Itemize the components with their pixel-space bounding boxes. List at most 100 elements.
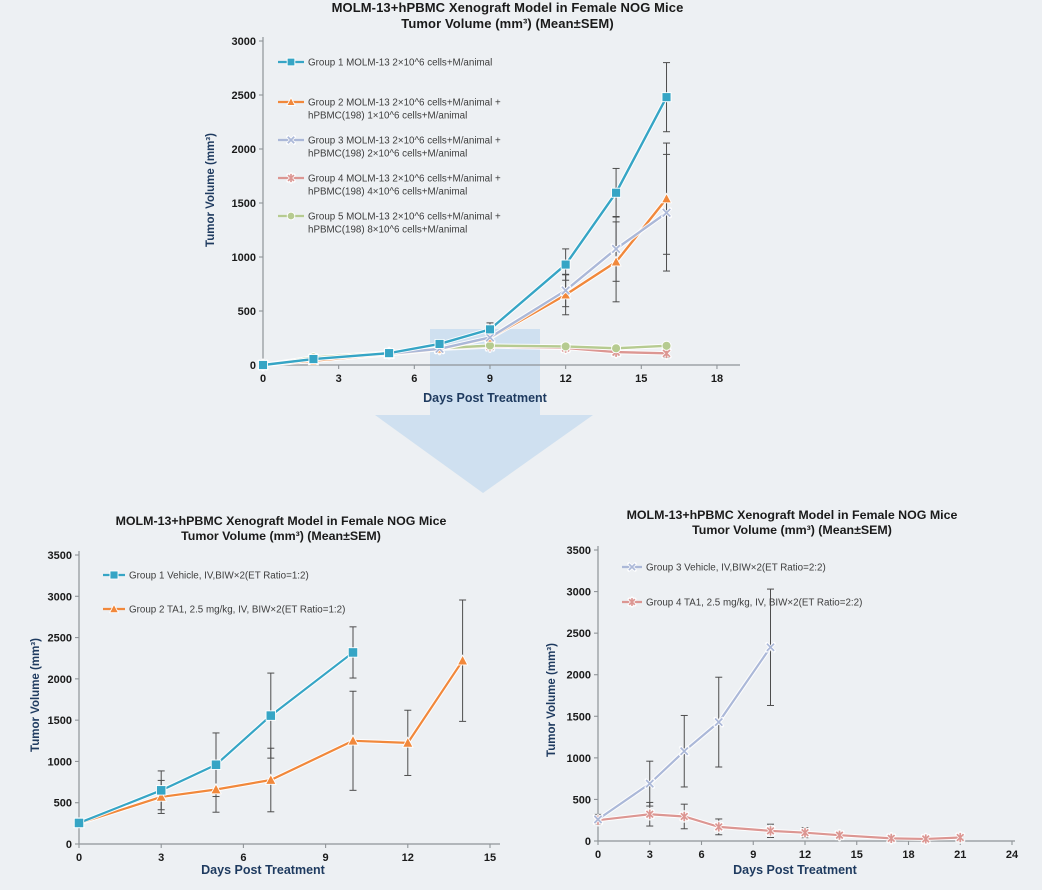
y-tick-label: 3500	[48, 550, 72, 562]
data-point-marker	[485, 333, 495, 342]
data-point-marker	[286, 211, 296, 221]
data-point-marker	[645, 779, 654, 788]
plot-area: 0 3 6 9 12 15 0 500 1000 1500 2000 2500 3000 3500 Grou…	[48, 550, 500, 864]
legend-label: Group 2 MOLM-13 2×10^6 cells+M/animal +	[308, 98, 501, 109]
x-tick-label: 12	[799, 849, 811, 861]
data-point-marker	[714, 717, 723, 727]
legend-label: hPBMC(198) 2×10^6 cells+M/animal	[308, 149, 467, 160]
legend-label: Group 4 MOLM-13 2×10^6 cells+M/animal +	[308, 174, 501, 185]
data-point-marker	[662, 208, 671, 218]
x-tick-label: 6	[240, 852, 246, 864]
y-tick-label: 2000	[48, 674, 72, 686]
y-tick-label: 3000	[48, 591, 72, 603]
y-tick-label: 1500	[48, 715, 72, 727]
data-point-marker	[766, 643, 775, 652]
data-point-marker	[286, 57, 296, 67]
x-tick-label: 6	[411, 373, 417, 385]
plot-area: 0 3 6 9 12 15 18 0 500 1000 1500 2000 2500 3000 Group …	[232, 36, 740, 385]
x-tick-label: 3	[336, 373, 342, 385]
data-point-marker	[210, 783, 222, 795]
y-tick-label: 1500	[232, 198, 256, 210]
x-tick-label: 12	[560, 373, 572, 385]
data-point-marker	[347, 734, 359, 746]
legend-label: hPBMC(198) 8×10^6 cells+M/animal	[308, 225, 467, 236]
data-point-marker	[560, 341, 571, 352]
data-point-marker	[156, 785, 167, 796]
axes: 0 3 6 9 12 15 18 21 24 0 500 1000 1500 2000 2500 3000 35…	[567, 545, 1019, 861]
x-tick-label: 3	[158, 852, 164, 864]
data-point-marker	[347, 647, 359, 658]
data-point-marker	[108, 603, 120, 614]
y-tick-label: 1000	[567, 753, 591, 765]
series-2	[593, 807, 966, 846]
data-point-marker	[73, 817, 85, 829]
data-point-marker	[210, 759, 222, 770]
legend-label: hPBMC(198) 1×10^6 cells+M/animal	[308, 111, 467, 122]
data-point-marker	[593, 815, 603, 824]
x-axis-label: Days Post Treatment	[733, 863, 857, 877]
chart-bottom-right-et-2-2: MOLM-13+hPBMC Xenograft Model in Female …	[530, 505, 1042, 890]
down-arrow-shape	[375, 329, 593, 493]
data-point-marker	[610, 255, 622, 267]
data-point-marker	[155, 790, 168, 802]
x-tick-label: 9	[323, 852, 329, 864]
x-tick-label: 15	[851, 849, 863, 861]
data-point-marker	[560, 259, 571, 270]
x-tick-label: 3	[647, 849, 653, 861]
y-tick-label: 500	[238, 306, 256, 318]
plot-area: 0 3 6 9 12 15 18 21 24 0 500 1000 1500 2000 2500 3000 35…	[567, 545, 1019, 861]
legend: Group 1 MOLM-13 2×10^6 cells+M/animal Gro…	[278, 58, 501, 236]
chart-title-line1: MOLM-13+hPBMC Xenograft Model in Female …	[626, 508, 958, 522]
data-point-marker	[680, 747, 689, 756]
x-tick-label: 15	[484, 852, 496, 864]
data-point-marker	[645, 809, 654, 819]
legend: Group 3 Vehicle, IV,BIW×2(ET Ratio=2:2) G…	[622, 562, 862, 609]
legend-label: Group 3 Vehicle, IV,BIW×2(ET Ratio=2:2)	[646, 563, 826, 574]
y-tick-label: 0	[585, 836, 591, 848]
y-tick-label: 0	[66, 839, 72, 851]
data-point-marker	[680, 811, 689, 822]
x-tick-label: 18	[711, 373, 723, 385]
data-point-marker	[766, 826, 775, 836]
data-point-marker	[401, 736, 414, 748]
chart-title: MOLM-13+hPBMC Xenograft Model in Female …	[26, 514, 536, 544]
axes: 0 3 6 9 12 15 18 0 500 1000 1500 2000 2500 3000	[232, 36, 740, 385]
chart-title-line2: Tumor Volume (mm³) (Mean±SEM)	[181, 529, 381, 543]
x-axis-label: Days Post Treatment	[201, 863, 325, 877]
data-point-marker	[287, 136, 295, 144]
data-point-marker	[485, 324, 495, 335]
data-point-marker	[611, 187, 622, 198]
data-point-marker	[714, 822, 723, 832]
data-point-marker	[286, 96, 296, 106]
x-tick-label: 0	[260, 373, 266, 385]
data-point-marker	[384, 348, 395, 359]
y-tick-label: 3500	[567, 545, 591, 557]
data-point-marker	[628, 563, 636, 571]
data-point-marker	[434, 338, 445, 349]
chart-title-line1: MOLM-13+hPBMC Xenograft Model in Female …	[115, 514, 447, 528]
legend-label: Group 2 TA1, 2.5 mg/kg, IV, BIW×2(ET Rat…	[129, 605, 345, 616]
y-tick-label: 0	[250, 360, 256, 372]
y-tick-label: 2500	[48, 633, 72, 645]
legend-label: Group 3 MOLM-13 2×10^6 cells+M/animal +	[308, 136, 501, 147]
y-tick-label: 500	[54, 798, 72, 810]
series-2	[73, 654, 469, 829]
x-axis-label: Days Post Treatment	[423, 391, 547, 405]
x-tick-label: 9	[487, 373, 493, 385]
series-1	[258, 92, 672, 370]
x-tick-label: 24	[1006, 849, 1019, 861]
data-point-marker	[660, 192, 673, 204]
data-point-marker	[264, 773, 277, 785]
chart-title-line2: Tumor Volume (mm³) (Mean±SEM)	[401, 16, 614, 31]
series-line	[262, 211, 668, 367]
y-tick-label: 2500	[232, 90, 256, 102]
chart-title: MOLM-13+hPBMC Xenograft Model in Female …	[225, 0, 790, 32]
data-point-marker	[308, 354, 319, 365]
series-line	[262, 96, 668, 367]
y-axis-label: Tumor Volume (mm³)	[205, 133, 217, 247]
y-tick-label: 2500	[567, 628, 591, 640]
legend-label: hPBMC(198) 4×10^6 cells+M/animal	[308, 187, 467, 198]
down-arrow	[375, 329, 593, 493]
x-tick-label: 21	[954, 849, 966, 861]
data-point-marker	[287, 173, 295, 183]
